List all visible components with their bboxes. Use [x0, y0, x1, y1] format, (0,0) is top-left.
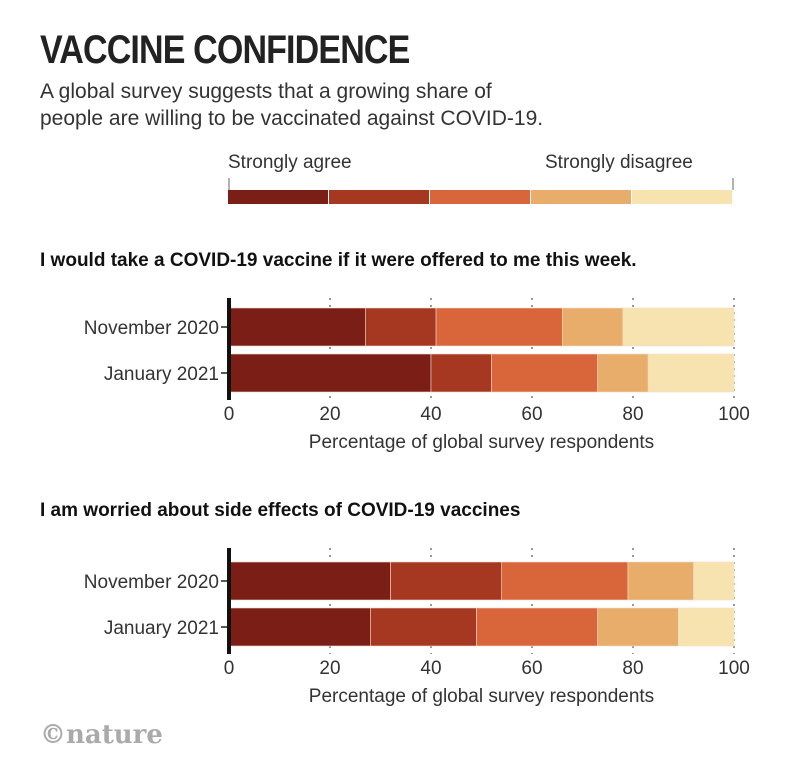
bar-segment-strongly-agree — [228, 307, 366, 347]
bar-segment-neutral — [501, 561, 629, 601]
bar-segment-neutral — [435, 307, 563, 347]
bar-segment-agree — [370, 607, 477, 647]
x-tick-label: 20 — [319, 658, 340, 679]
chart2-title: I am worried about side effects of COVID… — [40, 500, 521, 521]
subtitle: A global survey suggests that a growing … — [40, 78, 740, 132]
bar-segment-strongly-disagree — [693, 561, 735, 601]
x-tick-label: 20 — [319, 404, 340, 425]
legend-swatch — [632, 190, 732, 204]
x-axis-label: Percentage of global survey respondents — [309, 432, 654, 453]
chart1-title: I would take a COVID-19 vaccine if it we… — [40, 250, 637, 271]
bar-segment-strongly-disagree — [622, 307, 735, 347]
x-tick-label: 60 — [521, 404, 542, 425]
bar-segment-disagree — [627, 561, 694, 601]
legend-right-label: Strongly disagree — [545, 152, 693, 173]
subtitle-line: people are willing to be vaccinated agai… — [40, 107, 544, 130]
bar-segment-strongly-disagree — [647, 353, 735, 393]
bar-segment-disagree — [597, 353, 649, 393]
x-tick-label: 0 — [224, 404, 235, 425]
y-category-label: January 2021 — [104, 618, 219, 639]
bar-segment-strongly-agree — [228, 353, 432, 393]
x-tick-label: 100 — [718, 404, 750, 425]
bar-segment-strongly-agree — [228, 607, 371, 647]
x-tick-label: 40 — [420, 658, 441, 679]
x-tick-label: 0 — [224, 658, 235, 679]
legend-swatch — [329, 190, 429, 204]
bar-segment-agree — [390, 561, 503, 601]
bar-segment-neutral — [476, 607, 598, 647]
nature-logo: ©nature — [40, 720, 163, 750]
y-category-label: January 2021 — [104, 364, 219, 385]
bar-segment-disagree — [561, 307, 624, 347]
bar-segment-neutral — [491, 353, 598, 393]
subtitle-line: A global survey suggests that a growing … — [40, 80, 492, 103]
legend-swatch — [228, 190, 328, 204]
bar-segment-strongly-agree — [228, 561, 391, 601]
legend-swatch — [531, 190, 631, 204]
legend-left-label: Strongly agree — [228, 152, 352, 173]
bar-segment-disagree — [597, 607, 679, 647]
x-axis-label: Percentage of global survey respondents — [309, 686, 654, 707]
x-tick-label: 40 — [420, 404, 441, 425]
y-category-label: November 2020 — [84, 572, 219, 593]
bar-segment-agree — [365, 307, 437, 347]
bar-segment-agree — [430, 353, 492, 393]
x-tick-label: 80 — [622, 658, 643, 679]
page-title: VACCINE CONFIDENCE — [40, 28, 410, 72]
y-category-label: November 2020 — [84, 318, 219, 339]
bar-segment-strongly-disagree — [678, 607, 735, 647]
legend-swatch — [430, 190, 530, 204]
x-tick-label: 80 — [622, 404, 643, 425]
x-tick-label: 100 — [718, 658, 750, 679]
x-tick-label: 60 — [521, 658, 542, 679]
